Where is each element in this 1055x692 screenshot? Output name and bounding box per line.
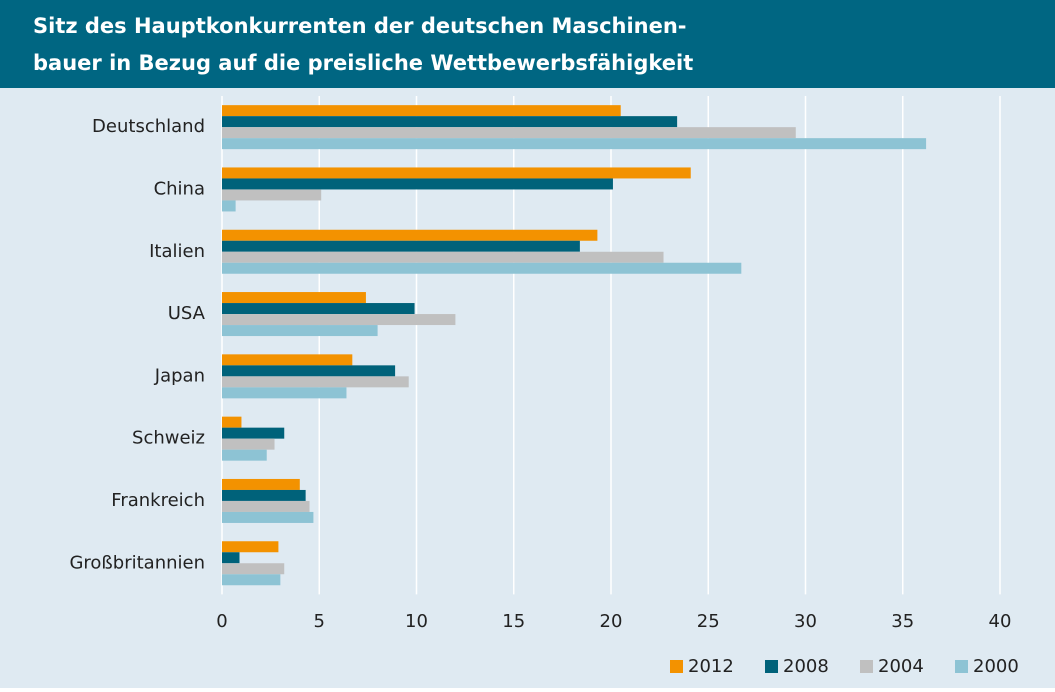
x-tick-label: 30: [794, 611, 817, 632]
bar: [222, 167, 691, 179]
bar: [222, 574, 281, 586]
x-tick-label: 35: [891, 611, 914, 632]
x-tick-label: 40: [989, 611, 1012, 632]
bar: [222, 449, 267, 461]
legend-swatch: [860, 660, 873, 673]
y-tick-label: Italien: [149, 241, 205, 262]
bar: [222, 178, 613, 190]
chart-title: Sitz des Hauptkonkurrenten der deutschen…: [33, 14, 687, 38]
bar: [222, 500, 310, 512]
legend-swatch: [670, 660, 683, 673]
bar: [222, 325, 378, 337]
bar: [222, 541, 279, 553]
bar: [222, 314, 456, 326]
bar: [222, 511, 314, 523]
legend-label: 2012: [688, 656, 734, 677]
bar: [222, 416, 242, 428]
bar: [222, 251, 664, 263]
bar: [222, 240, 580, 252]
bar: [222, 478, 300, 490]
x-tick-label: 10: [405, 611, 428, 632]
y-tick-label: China: [154, 178, 205, 199]
bar: [222, 127, 796, 139]
bar: [222, 563, 285, 575]
x-tick-label: 25: [697, 611, 720, 632]
y-tick-label: Schweiz: [132, 428, 205, 449]
legend-label: 2000: [973, 656, 1019, 677]
bar: [222, 200, 236, 212]
chart-title: bauer in Bezug auf die preisliche Wettbe…: [33, 51, 693, 75]
bar: [222, 427, 285, 439]
bar: [222, 365, 396, 377]
y-tick-label: Frankreich: [111, 490, 205, 511]
bar: [222, 138, 927, 150]
bar: [222, 354, 353, 366]
y-tick-label: Deutschland: [92, 116, 205, 137]
header: [0, 0, 1055, 88]
legend-label: 2008: [783, 656, 829, 677]
x-tick-label: 0: [216, 611, 227, 632]
bar: [222, 105, 621, 117]
bar: [222, 229, 598, 241]
bar: [222, 387, 347, 399]
y-tick-label: Japan: [154, 365, 205, 386]
legend-swatch: [955, 660, 968, 673]
bar: [222, 262, 742, 274]
bar: [222, 292, 366, 304]
bar: [222, 552, 240, 564]
bar: [222, 438, 275, 450]
x-tick-label: 5: [314, 611, 325, 632]
y-tick-label: USA: [168, 303, 206, 324]
bar: [222, 489, 306, 501]
x-tick-label: 15: [502, 611, 525, 632]
y-tick-label: Großbritannien: [69, 552, 205, 573]
legend-swatch: [765, 660, 778, 673]
bar: [222, 376, 409, 388]
bar: [222, 189, 322, 201]
x-tick-label: 20: [600, 611, 623, 632]
legend-label: 2004: [878, 656, 924, 677]
bar: [222, 303, 415, 315]
bar: [222, 116, 678, 128]
